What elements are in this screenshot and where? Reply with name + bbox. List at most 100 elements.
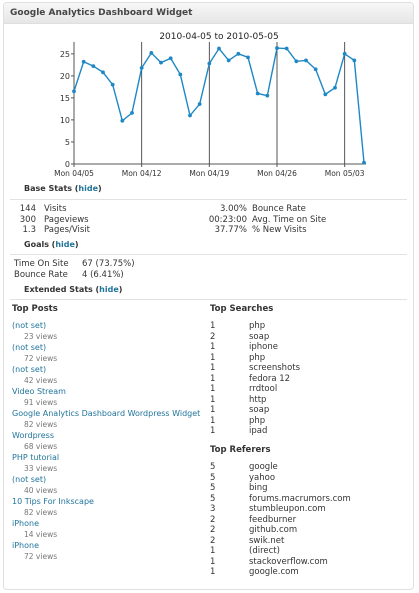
post-views: 68 views: [24, 441, 58, 451]
goal-value: 4 (6.41%): [82, 269, 124, 280]
visits-data-point: [246, 55, 250, 60]
post-link[interactable]: Wordpress: [12, 431, 55, 440]
visits-data-point: [226, 58, 231, 63]
referer-row: 2 swik.net: [210, 536, 351, 547]
stat-value: 1.3: [22, 225, 36, 235]
base-stat-row: 144 Visits 3.00% Bounce Rate: [18, 204, 326, 215]
post-link[interactable]: (not set): [12, 475, 47, 484]
widget-title[interactable]: Google Analytics Dashboard Widget: [4, 3, 413, 24]
search-count: 1: [210, 384, 216, 394]
visits-data-point: [159, 60, 163, 65]
post-link[interactable]: (not set): [12, 321, 47, 330]
stat-label: Pages/Visit: [44, 225, 90, 235]
goal-row: Time On Site 67 (73.75%): [14, 259, 135, 270]
post-item: (not set) 72 views: [12, 343, 207, 364]
y-tick-label: 10: [60, 116, 70, 125]
post-link[interactable]: (not set): [12, 343, 47, 352]
extended-stats-title: Extended Stats: [24, 285, 93, 294]
referer-term: swik.net: [249, 535, 285, 546]
visits-data-point: [342, 51, 347, 56]
referer-count: 2: [210, 514, 216, 525]
y-tick-label: 5: [65, 138, 70, 147]
visits-data-point: [197, 102, 202, 106]
search-row: 1 fedora 12: [210, 374, 300, 385]
post-link[interactable]: (not set): [12, 365, 47, 374]
search-row: 1 php: [210, 353, 300, 364]
referer-count: 1: [210, 546, 216, 556]
referer-term: google.com: [249, 567, 299, 577]
stat-label: % New Visits: [252, 225, 307, 235]
search-term: screenshots: [249, 363, 301, 373]
referer-count: 2: [210, 525, 216, 535]
stat-label: Visits: [44, 204, 67, 214]
post-views: 23 views: [24, 331, 58, 341]
search-count: 1: [210, 394, 216, 405]
visits-chart: 2010-04-05 to 2010-05-05 0 5 10 15 20 25 Mon 04…: [54, 32, 366, 178]
goal-label: Time On Site: [14, 259, 69, 269]
search-count: 1: [210, 405, 216, 415]
post-link[interactable]: PHP tutorial: [12, 453, 60, 462]
x-tick-label: Mon 04/19: [189, 169, 229, 178]
stat-value: 300: [19, 214, 36, 225]
search-count: 1: [210, 352, 216, 363]
goal-label: Bounce Rate: [14, 269, 68, 280]
visits-data-point: [149, 51, 154, 55]
y-tick-label: 20: [60, 72, 70, 81]
top-referers-table: 5 google 5 yahoo 5 bing 5 forums.macrumors.com 3…: [210, 462, 351, 578]
search-term: soap: [249, 405, 270, 415]
visits-data-point: [265, 93, 270, 98]
post-item: Wordpress 68 views: [12, 431, 207, 452]
goals-title: Goals: [24, 240, 49, 249]
referer-term: github.com: [249, 525, 298, 535]
visits-data-point: [304, 58, 308, 63]
extended-stats-hide-link[interactable]: hide: [99, 285, 119, 294]
post-link[interactable]: Google Analytics Dashboard Wordpress Wid…: [12, 409, 201, 418]
search-row: 1 soap: [210, 405, 300, 416]
referer-count: 5: [210, 472, 216, 483]
post-views: 72 views: [24, 551, 58, 561]
post-views: 14 views: [24, 529, 58, 539]
goal-row: Bounce Rate 4 (6.41%): [14, 270, 135, 281]
visits-data-point: [110, 82, 115, 87]
visits-series-line: [73, 47, 365, 163]
referer-term: bing: [249, 483, 268, 493]
goals-hide-link[interactable]: hide: [55, 240, 75, 249]
base-stats-hide-link[interactable]: hide: [78, 184, 98, 193]
post-link[interactable]: 10 Tips For Inkscape: [12, 497, 94, 506]
post-item: iPhone 14 views: [12, 519, 207, 540]
base-stat-row: 300 Pageviews 00:23:00 Avg. Time on Site: [18, 214, 327, 226]
post-item: (not set) 40 views: [12, 475, 207, 496]
referer-row: 2 feedburner: [210, 515, 351, 526]
search-count: 1: [210, 426, 216, 436]
x-tick-label: Mon 05/03: [325, 169, 365, 178]
referer-term: forums.macrumors.com: [249, 493, 351, 504]
base-stats-title: Base Stats: [24, 184, 73, 193]
visits-data-point: [333, 85, 337, 90]
search-count: 1: [210, 363, 216, 373]
search-count: 1: [210, 321, 216, 331]
y-tick-label: 0: [65, 160, 70, 169]
post-link[interactable]: Video Stream: [12, 387, 66, 396]
visits-data-point: [284, 46, 289, 51]
chart-title: 2010-04-05 to 2010-05-05: [159, 32, 278, 42]
post-item: PHP tutorial 33 views: [12, 453, 207, 474]
post-link[interactable]: iPhone: [12, 519, 40, 528]
visits-data-point: [352, 58, 357, 63]
visits-data-point: [207, 61, 212, 66]
referer-row: 1 stackoverflow.com: [210, 557, 351, 568]
visits-data-point: [255, 91, 260, 96]
referer-count: 5: [210, 462, 216, 472]
referer-row: 5 google: [210, 462, 351, 473]
post-views: 33 views: [24, 463, 58, 473]
top-referers-title: Top Referers: [210, 445, 271, 455]
search-row: 1 php: [210, 416, 300, 427]
referer-term: stackoverflow.com: [249, 556, 328, 567]
search-row: 1 iphone: [210, 342, 300, 353]
x-tick-label: Mon 04/26: [257, 169, 297, 178]
referer-term: feedburner: [249, 514, 297, 525]
search-term: php: [249, 352, 266, 363]
referer-term: yahoo: [249, 472, 276, 483]
post-link[interactable]: iPhone: [12, 541, 40, 550]
referer-term: stumbleupon.com: [249, 504, 326, 514]
visits-data-point: [101, 70, 105, 75]
